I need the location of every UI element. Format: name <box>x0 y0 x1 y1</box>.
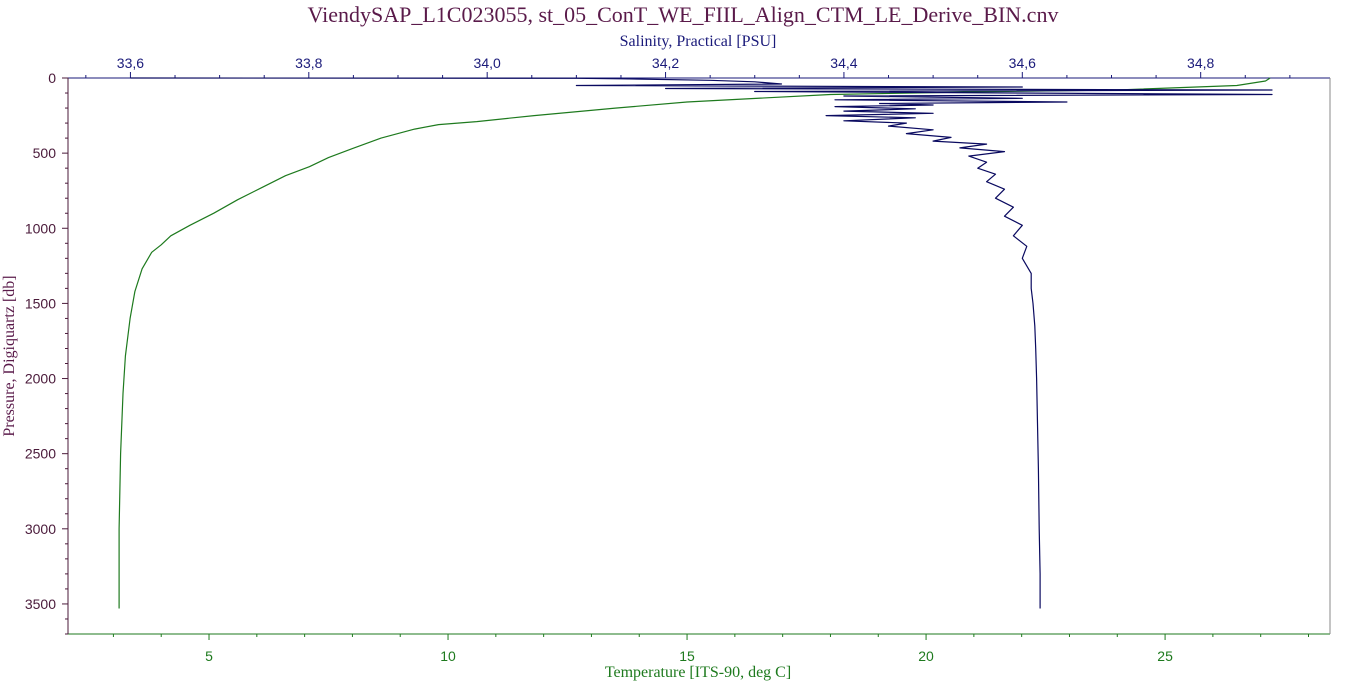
pressure-tick-label: 500 <box>33 145 57 161</box>
salinity-tick-label: 34,8 <box>1187 55 1214 71</box>
temperature-profile-line <box>118 77 1271 609</box>
pressure-tick-label: 3500 <box>25 596 56 612</box>
salinity-tick-label: 34,2 <box>652 55 679 71</box>
temperature-tick-label: 15 <box>679 648 695 664</box>
salinity-profile-line <box>130 77 1273 609</box>
temperature-axis-label: Temperature [ITS-90, deg C] <box>604 664 792 681</box>
salinity-tick-label: 34,0 <box>474 55 501 71</box>
salinity-tick-label: 33,8 <box>295 55 322 71</box>
pressure-tick-label: 1000 <box>25 220 56 236</box>
pressure-tick-label: 2000 <box>25 371 56 387</box>
salinity-axis-label: Salinity, Practical [PSU] <box>619 33 777 50</box>
temperature-tick-label: 5 <box>205 648 213 664</box>
pressure-tick-label: 2500 <box>25 446 56 462</box>
chart-title: ViendySAP_L1C023055, st_05_ConT_WE_FIIL_… <box>307 2 1059 27</box>
salinity-tick-label: 33,6 <box>117 55 144 71</box>
temperature-tick-label: 20 <box>918 648 934 664</box>
pressure-tick-label: 1500 <box>25 295 56 311</box>
salinity-tick-label: 34,4 <box>830 55 857 71</box>
pressure-tick-label: 3000 <box>25 521 56 537</box>
salinity-tick-label: 34,6 <box>1009 55 1036 71</box>
temperature-tick-label: 25 <box>1157 648 1173 664</box>
pressure-tick-label: 0 <box>48 70 56 86</box>
temperature-tick-label: 10 <box>440 648 456 664</box>
